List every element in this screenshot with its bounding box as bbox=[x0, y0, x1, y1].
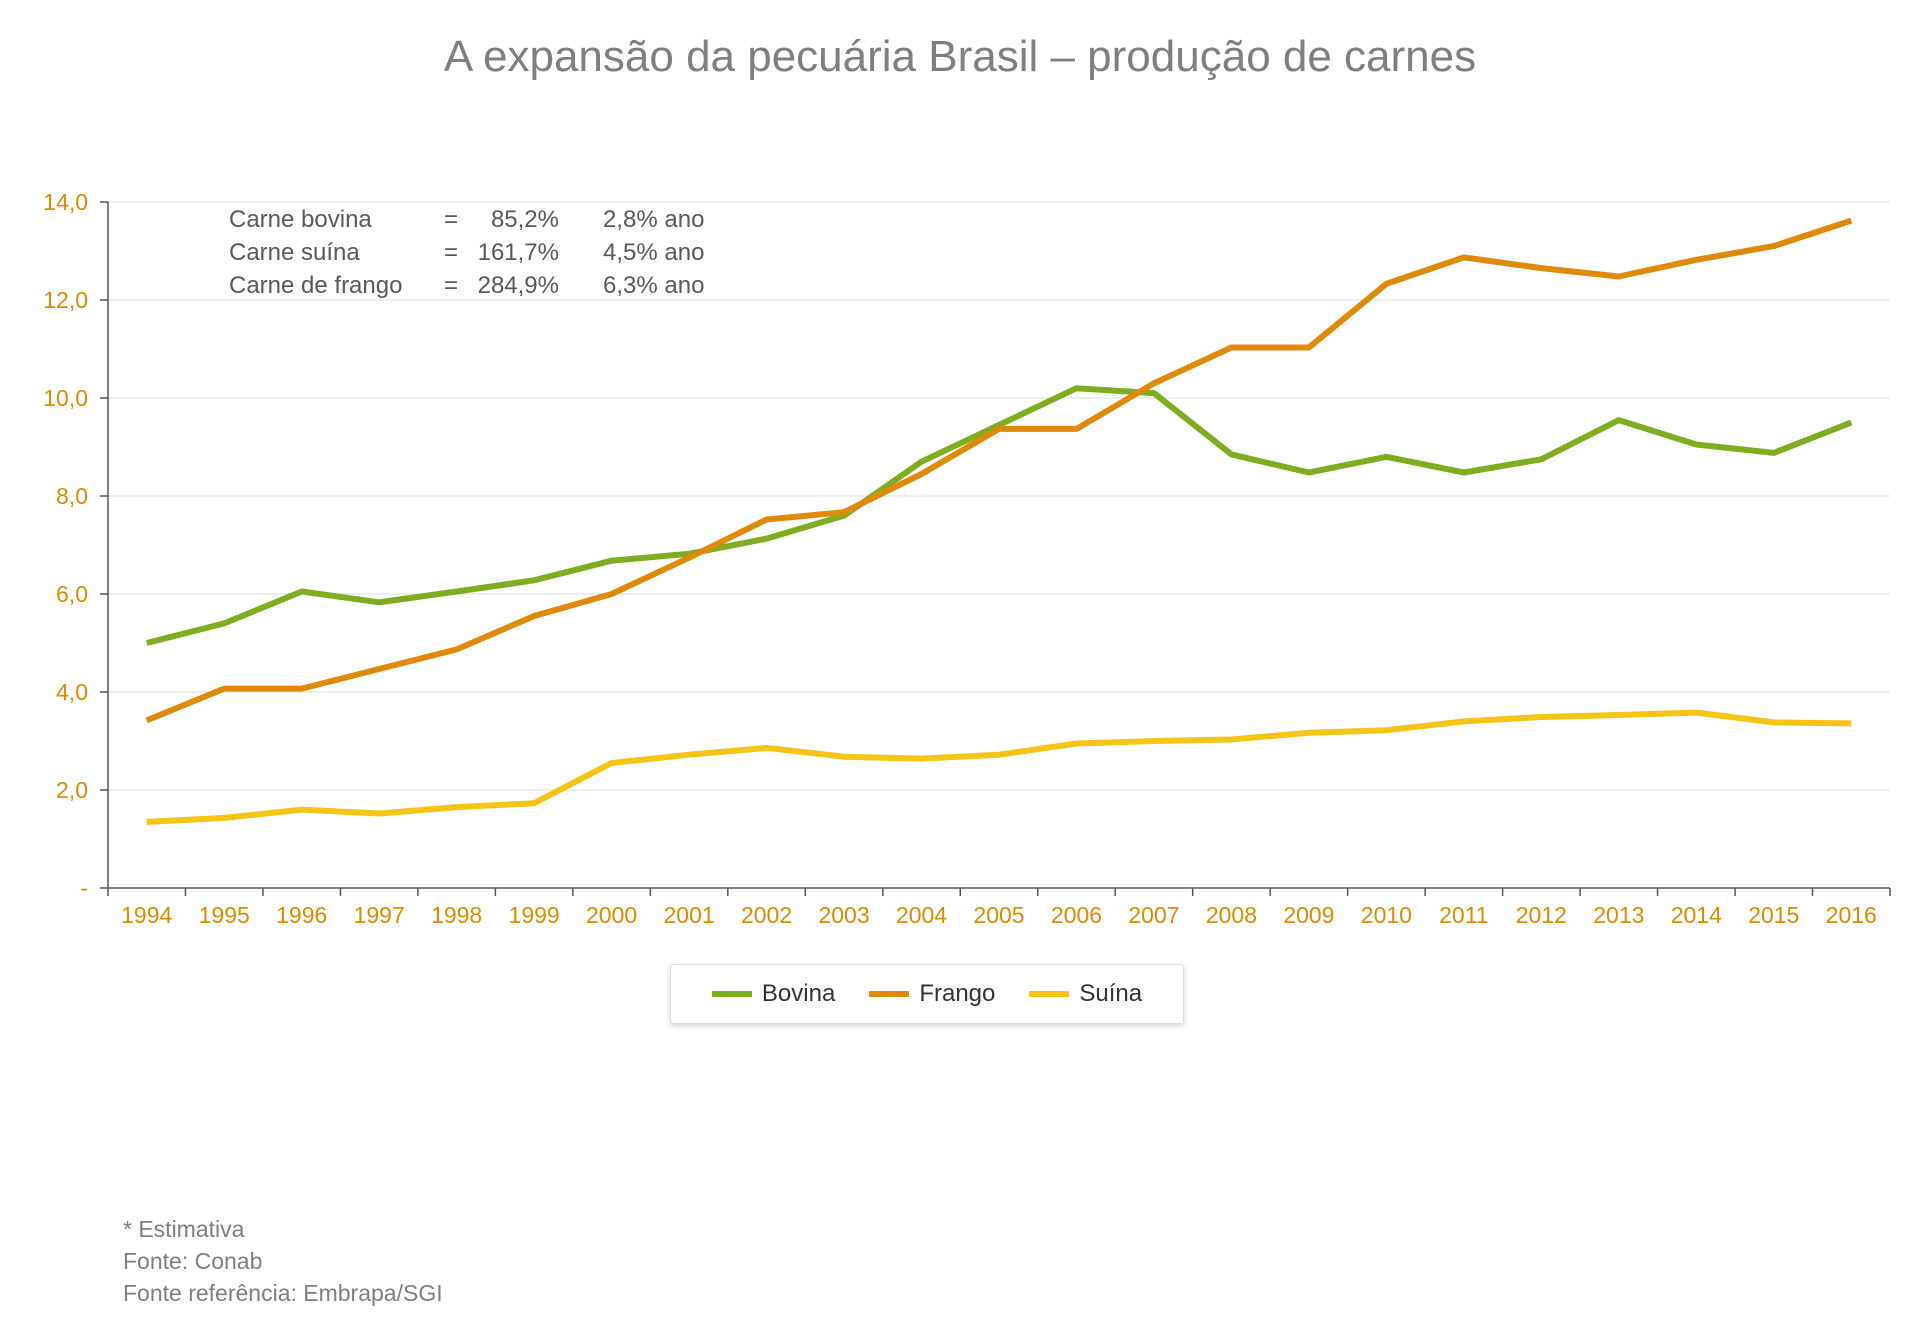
x-tick-label: 2003 bbox=[818, 902, 869, 928]
series-line-frango bbox=[145, 217, 1853, 724]
x-tick-label: 1994 bbox=[121, 902, 172, 928]
x-tick-label: 2016 bbox=[1826, 902, 1877, 928]
legend-item-bovina[interactable]: Bovina bbox=[711, 980, 836, 1008]
stat-annual-rate: 6,3% ano bbox=[603, 272, 705, 299]
y-tick-label: 8,0 bbox=[56, 483, 88, 509]
x-tick-label: 2006 bbox=[1051, 902, 1102, 928]
y-tick-label: 2,0 bbox=[56, 777, 88, 803]
x-tick-label: 2012 bbox=[1516, 902, 1567, 928]
x-tick-label: 2014 bbox=[1671, 902, 1722, 928]
x-tick-label: 1999 bbox=[509, 902, 560, 928]
x-tick-label: 1996 bbox=[276, 902, 327, 928]
x-tick-label: 2004 bbox=[896, 902, 947, 928]
footnote-estimate: * Estimativa bbox=[123, 1216, 245, 1242]
stat-label: Carne bovina bbox=[229, 206, 372, 233]
legend-swatch-suina bbox=[1029, 991, 1070, 997]
x-tick-label: 1995 bbox=[199, 902, 250, 928]
series-line-suina bbox=[146, 709, 1852, 825]
stat-equals: = bbox=[444, 272, 459, 299]
chart-legend: Bovina Frango Suína bbox=[670, 964, 1184, 1024]
stat-label: Carne suína bbox=[229, 239, 360, 266]
stat-total-growth: 85,2% bbox=[490, 206, 559, 233]
axes: - 2,0 4,0 6,0 8,0 10,0 12,0 14,0 1994 1995 1996 199… bbox=[43, 189, 1891, 928]
footnote-reference: Fonte referência: Embrapa/SGI bbox=[123, 1280, 443, 1306]
x-tick-label: 2009 bbox=[1283, 902, 1334, 928]
legend-item-frango[interactable]: Frango bbox=[869, 980, 995, 1008]
footnotes: * Estimativa Fonte: Conab Fonte referênc… bbox=[123, 1213, 443, 1309]
x-tick-label: 2011 bbox=[1439, 902, 1488, 928]
x-tick-label: 1997 bbox=[354, 902, 405, 928]
series-lines bbox=[145, 217, 1853, 825]
x-tick-label: 2005 bbox=[973, 902, 1024, 928]
legend-item-suina[interactable]: Suína bbox=[1029, 980, 1142, 1008]
stat-annual-rate: 2,8% ano bbox=[603, 206, 705, 233]
y-tick-label: 12,0 bbox=[43, 287, 88, 313]
footnote-source: Fonte: Conab bbox=[123, 1248, 263, 1274]
y-tick-label: 14,0 bbox=[43, 189, 88, 215]
x-tick-label: 2000 bbox=[586, 902, 637, 928]
x-tick-label: 2001 bbox=[664, 902, 715, 928]
x-tick-label: 2010 bbox=[1361, 902, 1412, 928]
x-tick-label: 2002 bbox=[741, 902, 792, 928]
y-tick-label: 10,0 bbox=[43, 385, 88, 411]
x-tick-label: 1998 bbox=[431, 902, 482, 928]
x-tick-label: 2013 bbox=[1593, 902, 1644, 928]
y-tick-label: 4,0 bbox=[56, 679, 88, 705]
legend-label: Frango bbox=[919, 980, 996, 1007]
stat-total-growth: 161,7% bbox=[477, 239, 559, 266]
legend-label: Suína bbox=[1079, 980, 1143, 1007]
legend-label: Bovina bbox=[761, 980, 836, 1007]
y-tick-label: - bbox=[80, 875, 88, 901]
stat-total-growth: 284,9% bbox=[477, 272, 559, 299]
legend-swatch-frango bbox=[869, 991, 910, 997]
stat-label: Carne de frango bbox=[229, 272, 403, 299]
x-tick-label: 2015 bbox=[1748, 902, 1799, 928]
stat-equals: = bbox=[444, 206, 459, 233]
x-tick-label: 2008 bbox=[1206, 902, 1257, 928]
chart-title: A expansão da pecuária Brasil – produção… bbox=[443, 32, 1477, 81]
stat-equals: = bbox=[444, 239, 459, 266]
series-line-bovina bbox=[145, 385, 1853, 646]
stat-annual-rate: 4,5% ano bbox=[603, 239, 705, 266]
legend-swatch-bovina bbox=[711, 991, 752, 997]
y-tick-label: 6,0 bbox=[56, 581, 88, 607]
grid-lines bbox=[108, 201, 1890, 791]
x-tick-label: 2007 bbox=[1128, 902, 1179, 928]
